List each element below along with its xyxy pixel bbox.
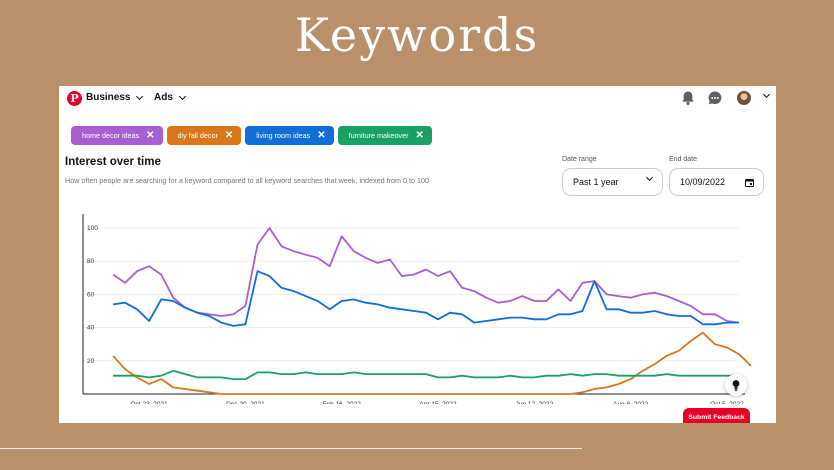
- close-icon[interactable]: ✕: [415, 129, 424, 141]
- keyword-chip-label: living room ideas: [256, 131, 311, 140]
- end-date-value: 10/09/2022: [680, 177, 726, 187]
- series-line-living-room-ideas: [112, 270, 739, 327]
- keyword-chip[interactable]: diy fall decor ✕: [166, 126, 242, 145]
- x-tick-label: Oct 5, 2022: [710, 401, 744, 404]
- submit-feedback-button[interactable]: Submit Feedback: [683, 408, 750, 423]
- x-tick-label: Aug 8, 2022: [613, 401, 648, 404]
- pinterest-trends-window: P Business Ads home decor ideas ✕ diy fall…: [59, 86, 776, 423]
- keyword-chip-label: diy fall decor: [177, 131, 218, 140]
- messages-icon[interactable]: [707, 90, 723, 106]
- chevron-down-icon: [645, 173, 654, 182]
- date-range-value: Past 1 year: [573, 177, 619, 187]
- calendar-icon[interactable]: [745, 178, 754, 187]
- keyword-chip[interactable]: home decor ideas ✕: [71, 126, 163, 145]
- close-icon[interactable]: ✕: [224, 129, 234, 141]
- business-menu-label: Business: [86, 92, 131, 103]
- end-date-input[interactable]: 10/09/2022: [669, 168, 764, 196]
- close-icon[interactable]: ✕: [317, 129, 326, 141]
- pinterest-logo-icon[interactable]: P: [67, 91, 82, 106]
- end-date-label: End date: [669, 156, 698, 163]
- slide-title: Keywords: [294, 8, 540, 62]
- keyword-chip[interactable]: living room ideas ✕: [245, 126, 334, 145]
- x-tick-label: Jun 12, 2022: [516, 401, 554, 404]
- avatar[interactable]: [737, 91, 751, 105]
- y-tick-label: 80: [87, 258, 95, 265]
- keyword-chip[interactable]: furniture makeover ✕: [337, 126, 432, 145]
- date-range-label: Date range: [562, 156, 597, 163]
- series-line-home-decor-ideas: [112, 227, 740, 324]
- interest-line-chart: 20 40 60 80 100 Oct 23, 2021 Dec 20, 2021 Feb 1…: [82, 214, 752, 404]
- y-tick-label: 100: [87, 225, 98, 232]
- bell-icon[interactable]: [680, 90, 696, 106]
- x-tick-label: Apr 15, 2022: [419, 401, 457, 404]
- x-tick-label: Dec 20, 2021: [226, 401, 265, 404]
- chevron-down-icon: [136, 92, 144, 100]
- x-tick-label: Feb 16, 2022: [323, 401, 362, 404]
- keyword-chip-label: home decor ideas: [82, 131, 140, 140]
- keyword-chip-label: furniture makeover: [348, 131, 409, 140]
- series-line-diy-fall-decor: [112, 331, 752, 395]
- series-line-furniture-makeover: [113, 369, 739, 381]
- interest-over-time-title: Interest over time: [65, 156, 161, 168]
- chevron-down-icon: [178, 92, 186, 100]
- close-icon[interactable]: ✕: [146, 129, 155, 141]
- ads-menu[interactable]: Ads: [154, 92, 186, 103]
- account-chevron-down-icon[interactable]: [762, 90, 771, 99]
- y-tick-label: 20: [87, 358, 95, 365]
- business-menu[interactable]: Business: [86, 92, 144, 103]
- help-button[interactable]: [725, 374, 747, 396]
- keyword-chips: home decor ideas ✕ diy fall decor ✕ living r…: [71, 126, 432, 145]
- top-nav: P Business Ads: [59, 86, 776, 112]
- interest-over-time-subtitle: How often people are searching for a key…: [65, 176, 429, 185]
- decorative-divider: [0, 448, 582, 449]
- y-tick-label: 60: [87, 291, 95, 298]
- date-range-select[interactable]: Past 1 year: [562, 168, 663, 196]
- lightbulb-icon: [732, 380, 740, 391]
- y-tick-label: 40: [87, 325, 95, 332]
- ads-menu-label: Ads: [154, 92, 173, 103]
- x-tick-label: Oct 23, 2021: [130, 401, 168, 404]
